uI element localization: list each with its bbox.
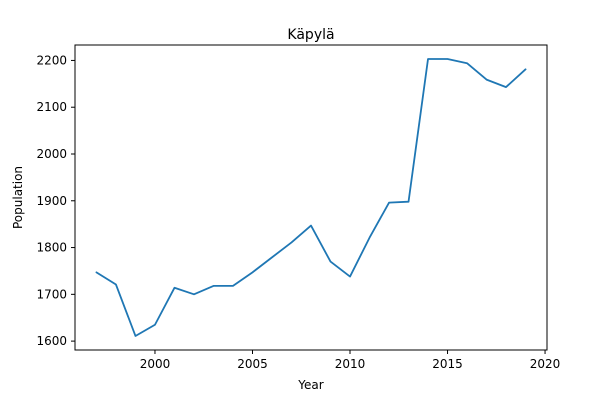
y-axis-ticks: 1600 1700 1800 1900 2000 2100 2200 <box>36 53 75 348</box>
y-tick-label: 1600 <box>36 334 67 348</box>
x-tick-label: 2020 <box>530 357 561 371</box>
x-tick-label: 2000 <box>140 357 171 371</box>
y-tick-label: 1900 <box>36 194 67 208</box>
x-axis-label: Year <box>297 378 323 392</box>
y-tick-label: 2200 <box>36 53 67 67</box>
y-tick-label: 1800 <box>36 241 67 255</box>
x-tick-label: 2015 <box>432 357 463 371</box>
x-axis-ticks: 2000 2005 2010 2015 2020 <box>140 350 561 371</box>
y-axis-label: Population <box>11 166 25 229</box>
y-tick-label: 2100 <box>36 100 67 114</box>
x-tick-label: 2005 <box>237 357 268 371</box>
plot-frame <box>74 44 548 351</box>
population-series-line <box>95 58 527 337</box>
x-tick-label: 2010 <box>335 357 366 371</box>
chart-title: Käpylä <box>287 27 334 43</box>
y-tick-label: 2000 <box>36 147 67 161</box>
y-tick-label: 1700 <box>36 287 67 301</box>
